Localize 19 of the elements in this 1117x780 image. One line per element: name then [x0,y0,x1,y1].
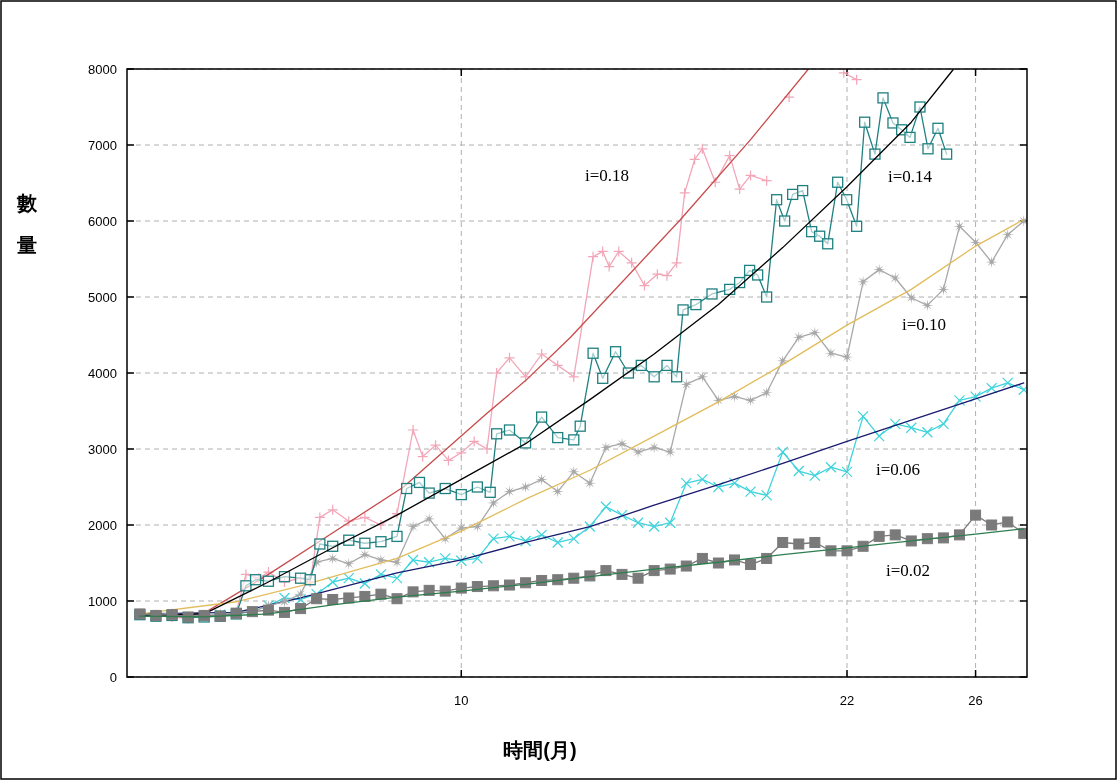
y-tick-label: 7000 [88,138,117,153]
y-axis-title: 數量 [16,192,38,256]
annotation: i=0.06 [876,460,921,479]
y-tick-label: 1000 [88,594,117,609]
x-tick-label: 26 [968,693,983,708]
y-tick-label: 8000 [88,62,117,77]
y-tick-label: 6000 [88,214,117,229]
y-tick-label: 0 [109,670,117,685]
x-axis-title: 時間(月) [503,739,577,761]
annotation: i=0.18 [585,166,630,185]
annotation: i=0.10 [902,315,947,334]
annotation: i=0.02 [886,561,931,580]
annotation: i=0.14 [888,167,933,186]
y-tick-label: 4000 [88,366,117,381]
y-tick-label: 2000 [88,518,117,533]
x-tick-label: 10 [454,693,469,708]
y-tick-label: 5000 [88,290,117,305]
x-tick-label: 22 [839,693,855,708]
y-tick-label: 3000 [88,442,117,457]
